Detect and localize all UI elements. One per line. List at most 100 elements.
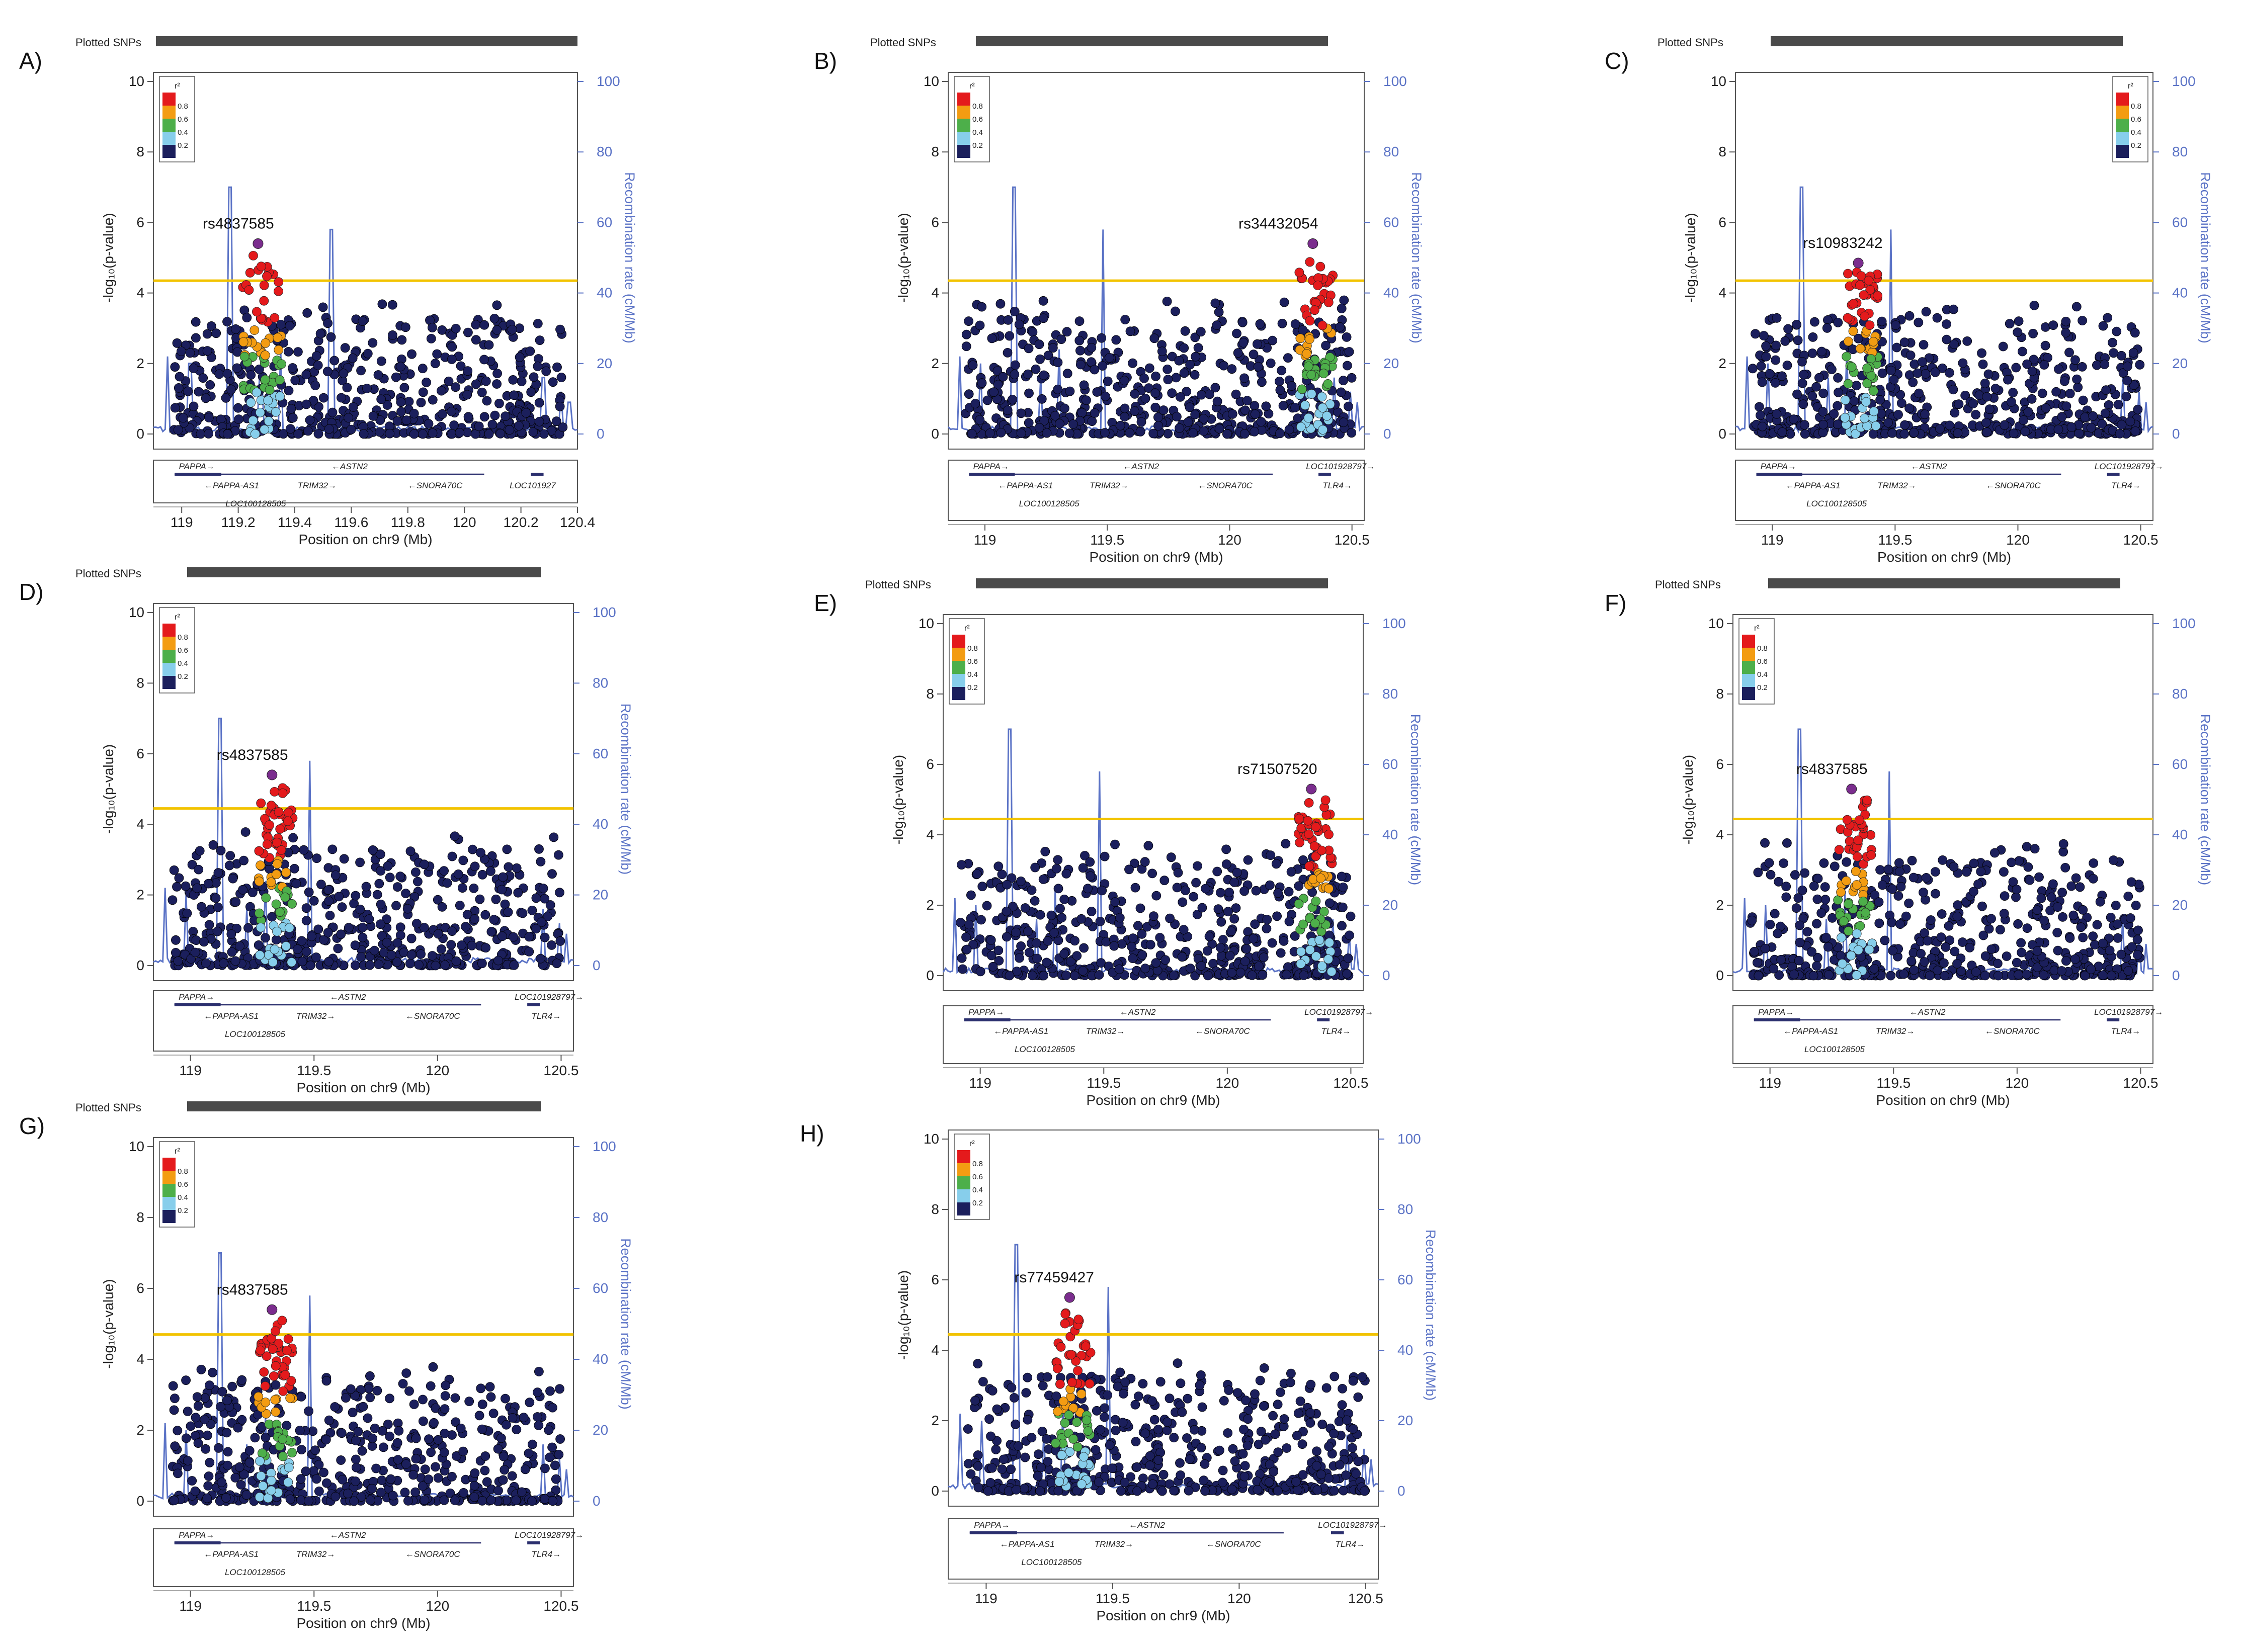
- snp-point: [2051, 387, 2061, 397]
- snp-point: [1921, 873, 1931, 883]
- legend-label: 0.2: [972, 141, 983, 150]
- snp-point: [968, 939, 978, 949]
- snp-point: [375, 849, 385, 859]
- legend-label: 0.6: [178, 115, 188, 124]
- y2-tick-label: 0: [2172, 968, 2180, 983]
- snp-point: [507, 325, 517, 334]
- y2-tick-label: 60: [2172, 756, 2188, 772]
- snp-point: [462, 910, 472, 920]
- snp-point: [1921, 307, 1931, 317]
- snp-point: [1993, 959, 2003, 969]
- snp-point-ld: [250, 429, 260, 439]
- snp-point: [327, 844, 338, 854]
- snp-point: [1299, 971, 1309, 980]
- y2-tick-label: 40: [597, 285, 612, 301]
- y-tick-label: 0: [136, 1493, 144, 1509]
- gene-pappa: PAPPA→: [179, 992, 214, 1002]
- snp-point: [533, 362, 543, 371]
- snp-point: [975, 320, 985, 330]
- snp-point: [440, 1404, 450, 1414]
- gene-trim32: TRIM32→: [298, 481, 337, 490]
- snp-point: [1149, 333, 1159, 343]
- snp-point: [1175, 423, 1185, 433]
- snp-point: [1875, 395, 1885, 405]
- snp-point-ld: [1834, 845, 1844, 855]
- snp-point: [488, 1409, 499, 1418]
- snp-point: [1794, 955, 1804, 966]
- x-tick-label: 120: [453, 514, 476, 530]
- snp-point: [989, 387, 999, 397]
- gene-pappa: PAPPA→: [179, 1530, 214, 1540]
- snp-point: [2061, 328, 2071, 337]
- snp-point: [489, 915, 499, 924]
- snp-point: [1250, 919, 1260, 929]
- snp-point: [365, 1371, 375, 1381]
- snp-point: [1880, 935, 1890, 945]
- gene-loc101928797: LOC101928797→: [2095, 462, 2164, 471]
- snp-point: [170, 403, 180, 413]
- snp-point: [1968, 399, 1978, 408]
- snp-point: [202, 1430, 212, 1440]
- snp-point: [2106, 913, 2116, 922]
- panel-e: E)Plotted SNPs0246810-log₁₀(p-value)0204…: [814, 578, 1423, 1108]
- snp-point: [1789, 414, 1799, 424]
- snp-point: [241, 1490, 252, 1500]
- x-tick-label: 119: [171, 514, 193, 530]
- snp-point: [1279, 297, 1289, 307]
- snp-point: [344, 923, 354, 933]
- snp-point: [1079, 380, 1089, 390]
- snp-point-ld: [278, 1386, 288, 1396]
- snp-point: [450, 1393, 460, 1403]
- snp-point: [1820, 895, 1831, 905]
- snp-point: [1937, 363, 1947, 373]
- snp-point: [1748, 364, 1758, 374]
- snp-point: [1888, 945, 1898, 955]
- snp-point: [970, 399, 980, 408]
- snp-point: [1777, 371, 1787, 381]
- snp-point: [529, 372, 539, 382]
- snp-point: [2109, 855, 2118, 865]
- legend-label: 0.2: [2131, 141, 2141, 150]
- snp-point: [339, 854, 349, 864]
- snp-point: [330, 871, 341, 880]
- snp-point: [2065, 933, 2075, 943]
- snp-point: [420, 1464, 430, 1474]
- snp-point-ld: [263, 395, 273, 405]
- snp-point: [1814, 373, 1824, 383]
- snp-point: [1833, 318, 1843, 327]
- snp-point: [1324, 898, 1335, 908]
- snp-point: [1166, 852, 1176, 862]
- snp-point: [1115, 1367, 1125, 1377]
- snp-point: [385, 1394, 394, 1404]
- snp-point: [1779, 858, 1789, 868]
- snp-point: [1172, 412, 1182, 421]
- snp-point-ld: [1296, 959, 1306, 969]
- snp-point: [480, 1465, 490, 1475]
- y-tick-label: 2: [926, 897, 934, 913]
- snp-point-ld: [265, 820, 274, 830]
- snp-point: [1074, 316, 1085, 326]
- snp-point-ld: [261, 893, 271, 903]
- snp-point: [1895, 390, 1905, 400]
- snp-point: [1064, 428, 1074, 438]
- snp-point: [182, 908, 192, 918]
- snp-point: [1789, 970, 1799, 979]
- y2-tick-label: 20: [1382, 897, 1398, 913]
- snp-point: [411, 1454, 421, 1464]
- snp-point-ld: [238, 337, 248, 347]
- snp-point: [1811, 382, 1821, 392]
- snp-point: [319, 1467, 328, 1477]
- snp-point: [1982, 392, 1992, 402]
- gene-loc100128505: LOC100128505: [1015, 1045, 1075, 1054]
- y-axis-label: -log₁₀(p-value): [101, 1279, 116, 1368]
- snp-point: [1049, 928, 1059, 938]
- gene-loc100128505: LOC100128505: [225, 1029, 286, 1039]
- snp-point: [1163, 365, 1173, 374]
- snp-point: [494, 398, 504, 408]
- snp-point: [533, 1412, 542, 1422]
- snp-point: [437, 386, 446, 396]
- snp-point: [993, 380, 1003, 390]
- snp-point: [449, 420, 459, 430]
- snp-point: [1986, 944, 1997, 954]
- snp-point: [2027, 366, 2037, 376]
